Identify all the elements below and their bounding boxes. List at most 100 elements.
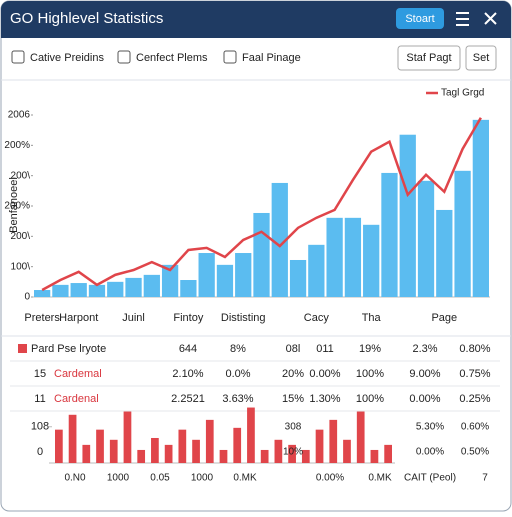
cell: 0.00%	[309, 368, 340, 380]
y-tick-label: 108	[31, 421, 49, 433]
bar	[109, 439, 118, 463]
toolbar-button-label[interactable]: Set	[473, 52, 490, 64]
cell: 1.30%	[309, 393, 340, 405]
bar	[343, 439, 351, 463]
bar	[253, 212, 270, 297]
close-icon[interactable]	[484, 12, 497, 25]
bar	[161, 264, 179, 297]
cell: 0.60%	[461, 422, 489, 433]
bar	[271, 182, 288, 297]
x-tick-label: Dististing	[221, 312, 266, 324]
x-tick-label: 0.00%	[316, 473, 344, 484]
checkbox[interactable]	[223, 50, 237, 64]
checkbox[interactable]	[117, 50, 131, 64]
bar	[96, 429, 104, 463]
bar	[233, 427, 242, 463]
x-tick-label: CAIT (Peol)	[404, 473, 456, 484]
cell: 10%	[283, 447, 303, 458]
cell: 0.75%	[459, 368, 490, 380]
cell: 0.0%	[225, 368, 250, 380]
cell: 011	[316, 343, 334, 355]
bar	[356, 411, 365, 463]
bar	[289, 259, 307, 297]
start-button[interactable]	[396, 8, 444, 29]
cell: 308	[285, 422, 302, 433]
bar	[107, 281, 124, 297]
y-tick-label: 200\	[11, 170, 31, 181]
y-tick-label: 0	[24, 292, 30, 303]
y-tick-label: 100\	[11, 261, 31, 272]
cell: 100%	[356, 368, 384, 380]
cell: 0.80%	[459, 343, 490, 355]
x-tick-label: 0.MK	[368, 473, 392, 484]
line-series	[41, 117, 482, 292]
bar	[52, 284, 69, 297]
x-tick-label: 0.N0	[64, 473, 86, 484]
cell: 2.10%	[172, 368, 203, 380]
row-index: 15	[34, 368, 46, 380]
toolbar-button-label[interactable]: Staf Pagt	[406, 52, 451, 64]
bar	[370, 449, 379, 463]
bar	[216, 264, 234, 297]
cell: 8%	[230, 343, 246, 355]
bar	[88, 284, 106, 297]
bar	[143, 274, 160, 297]
bar	[137, 449, 146, 463]
y-tick-label: 200\	[11, 231, 31, 242]
row-name: Cardenal	[54, 393, 99, 405]
y-axis-label: Benfanoeel	[8, 177, 20, 233]
checkbox-label[interactable]: Cenfect Plems	[136, 52, 208, 64]
bar	[288, 444, 296, 463]
bar	[329, 419, 338, 463]
legend-square	[18, 344, 27, 353]
bar	[274, 439, 283, 463]
x-tick-label: Cacy	[304, 312, 330, 324]
cell: 3.63%	[222, 393, 253, 405]
bar	[34, 290, 51, 297]
bar	[417, 180, 435, 297]
bar	[82, 444, 91, 463]
bar	[260, 449, 269, 463]
bar	[192, 439, 200, 463]
x-tick-label: 1000	[107, 473, 130, 484]
checkbox-label[interactable]: Faal Pinage	[242, 52, 301, 64]
bar	[68, 414, 77, 463]
bar	[151, 437, 159, 463]
cell: 0.00%	[409, 393, 440, 405]
bar	[219, 449, 228, 463]
checkbox[interactable]	[11, 50, 25, 64]
y-tick-label: 2006	[8, 110, 31, 121]
cell: 19%	[359, 343, 381, 355]
x-tick-label: 1000	[191, 473, 214, 484]
cell: 0.50%	[461, 447, 489, 458]
y-tick-label: 0	[37, 446, 43, 458]
cell: 2.2521	[171, 393, 205, 405]
menu-icon[interactable]	[456, 12, 469, 26]
x-tick-label: Tha	[362, 312, 382, 324]
title-bar	[1, 1, 511, 38]
bar	[454, 170, 471, 297]
cell: 9.00%	[409, 368, 440, 380]
bar	[123, 411, 132, 463]
cell: 644	[179, 343, 197, 355]
checkbox-label[interactable]: Cative Preidins	[30, 52, 104, 64]
bar	[308, 244, 325, 297]
x-tick-label: Harpont	[59, 312, 98, 324]
bar	[247, 407, 255, 463]
x-tick-label: Preters	[24, 312, 60, 324]
bar	[235, 253, 252, 297]
x-tick-label: Juinl	[122, 312, 145, 324]
bar	[363, 224, 380, 297]
x-tick-label: Page	[431, 312, 457, 324]
bar	[326, 217, 343, 297]
bar	[381, 172, 398, 297]
start-button-label[interactable]: Stoart	[405, 13, 434, 25]
bar	[301, 449, 310, 463]
bar	[198, 253, 215, 297]
toolbar-button[interactable]	[397, 45, 461, 71]
window-title: GO Highlevel Statistics	[10, 10, 163, 27]
toolbar-button[interactable]	[465, 45, 497, 71]
x-tick-label: Fintoy	[173, 312, 203, 324]
cell: 5.30%	[416, 422, 444, 433]
